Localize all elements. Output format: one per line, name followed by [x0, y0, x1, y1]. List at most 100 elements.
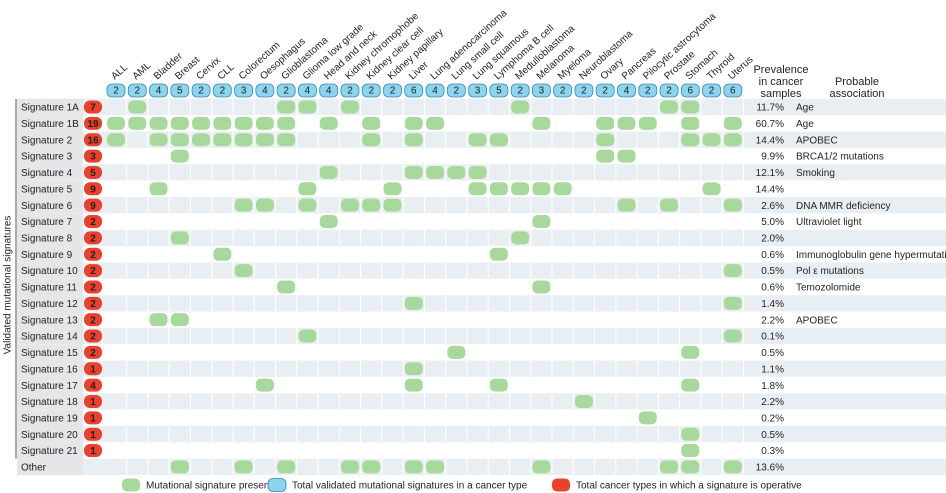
cancer-type-count: 2: [517, 86, 523, 97]
row-name-cell: [17, 442, 83, 459]
signature-count-pill: [84, 362, 102, 376]
row-axis-title: Validated mutational signatures: [3, 216, 14, 355]
signature-present: [362, 116, 381, 130]
signature-name: Signature 6: [21, 201, 73, 212]
signature-present: [255, 378, 274, 392]
cancer-type-count: 4: [305, 86, 311, 97]
cancer-type-count-pill: [319, 83, 339, 98]
cancer-type-count: 2: [220, 86, 226, 97]
prevalence: 9.9%: [761, 152, 784, 163]
signature-name: Signature 7: [21, 217, 73, 228]
signature-count: 2: [90, 266, 96, 277]
signature-present: [511, 231, 530, 245]
signature-present: [213, 247, 232, 261]
prevalence: 14.4%: [756, 184, 784, 195]
prevalence: 2.2%: [761, 397, 784, 408]
row-name-cell: [17, 376, 83, 394]
signature-count-pill: [84, 182, 102, 196]
cancer-type-count: 3: [241, 86, 247, 97]
signature-present: [192, 116, 211, 130]
prevalence: 0.6%: [761, 250, 784, 261]
row-name-cell: [17, 278, 83, 296]
cancer-type-count: 2: [198, 86, 204, 97]
signature-present: [532, 182, 551, 196]
cancer-type-count-pill: [532, 83, 551, 98]
cancer-type-count: 3: [539, 86, 545, 97]
signature-count: 2: [90, 217, 96, 228]
signature-count-pill: [84, 378, 102, 392]
cancer-type-count: 2: [581, 86, 587, 97]
signature-present: [192, 133, 211, 147]
association: Smoking: [796, 168, 835, 179]
signature-present: [723, 133, 742, 147]
signature-name: Signature 1A: [21, 103, 79, 114]
signature-name: Signature 9: [21, 250, 73, 261]
row-name-cell: [17, 98, 83, 116]
signature-count-pill: [84, 215, 102, 229]
association: APOBEC: [796, 315, 838, 326]
signature-present: [170, 133, 189, 147]
prevalence-header: Prevalence in cancer samples: [753, 64, 809, 100]
row-name-cell: [17, 180, 83, 197]
signature-count-pill: [84, 247, 102, 261]
signature-name: Signature 15: [21, 348, 78, 359]
signature-present: [277, 280, 296, 294]
cancer-type-count-pill: [106, 83, 126, 98]
row-name-cell: [17, 131, 83, 148]
cancer-type-count: 2: [368, 86, 374, 97]
cancer-type-count-pill: [446, 83, 466, 98]
cancer-type-count-pill: [234, 83, 254, 98]
signature-present: [681, 427, 700, 441]
row-band: [17, 458, 946, 476]
row-name-cell: [17, 344, 83, 361]
signature-present: [617, 149, 636, 163]
prevalence: 12.1%: [756, 168, 784, 179]
cancer-type-label: ALL: [109, 62, 130, 82]
row-band: [17, 278, 946, 296]
row-band: [17, 147, 946, 165]
signature-present: [298, 100, 317, 114]
signature-name: Signature 5: [21, 184, 73, 195]
cancer-type-count-pill: [638, 83, 658, 98]
signature-present: [723, 329, 742, 343]
signature-present: [489, 378, 508, 392]
signature-name: Signature 18: [21, 397, 78, 408]
signature-present: [404, 378, 423, 392]
signature-present: [362, 198, 381, 212]
signature-present: [426, 165, 445, 179]
cancer-type-count-pill: [255, 83, 275, 98]
signature-count: 2: [90, 332, 96, 343]
signature-present: [723, 198, 742, 212]
signature-count: 2: [90, 299, 96, 310]
signature-count: 16: [87, 135, 99, 146]
signature-present: [426, 116, 445, 130]
signature-count: 7: [90, 103, 96, 114]
cancer-type-count: 5: [496, 86, 502, 97]
signature-count-pill: [84, 345, 102, 359]
cancer-type-count-pill: [212, 83, 232, 98]
signature-present: [340, 100, 359, 114]
signature-count-pill: [84, 198, 102, 212]
signature-present: [149, 116, 168, 130]
signature-count: 2: [90, 283, 96, 294]
cancer-type-count-pill: [468, 83, 487, 98]
cancer-type-count: 2: [454, 86, 460, 97]
prevalence: 1.1%: [761, 364, 784, 375]
signature-count: 1: [90, 446, 96, 457]
signature-name: Signature 11: [21, 283, 77, 294]
signature-name: Signature 19: [21, 413, 78, 424]
signature-count-pill: [84, 264, 102, 278]
cancer-type-count-pill: [170, 83, 190, 98]
signature-present: [681, 460, 700, 474]
cancer-type-count-pill: [276, 83, 296, 98]
signature-count-pill: [84, 427, 102, 441]
row-name-cell: [17, 295, 83, 312]
association: Ultraviolet light: [796, 217, 862, 228]
cancer-type-count-pill: [680, 83, 700, 98]
signature-present: [234, 133, 253, 147]
cancer-type-count: 6: [688, 86, 694, 97]
signature-present: [638, 116, 657, 130]
signature-present: [149, 313, 168, 327]
row-name-cell: [17, 360, 83, 377]
signature-name: Signature 8: [21, 234, 73, 245]
